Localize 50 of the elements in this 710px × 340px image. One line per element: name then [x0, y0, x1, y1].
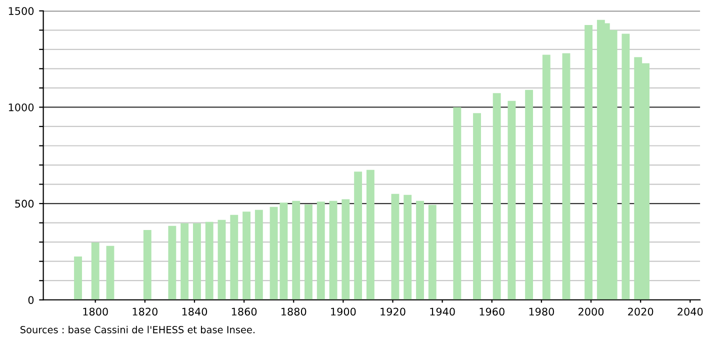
y-tick-label: 1000 [8, 103, 34, 112]
bar [542, 54, 550, 300]
bar [230, 214, 238, 300]
bar [492, 93, 501, 300]
x-tick-label: 1840 [182, 308, 208, 316]
bar [168, 226, 176, 300]
bar [292, 200, 300, 300]
y-tick-label: 1500 [8, 7, 34, 15]
bar [525, 90, 534, 300]
bar [342, 199, 350, 300]
bar [254, 210, 263, 300]
x-tick-label: 2040 [678, 308, 703, 316]
bar [316, 202, 325, 300]
x-tick-label: 1880 [282, 308, 306, 316]
bar [391, 194, 400, 300]
bar [143, 230, 152, 300]
bar [242, 212, 250, 300]
bar [91, 242, 100, 300]
bar [329, 200, 338, 300]
bar [205, 222, 214, 300]
x-tick-label: 1980 [529, 308, 554, 316]
bar [366, 170, 374, 300]
bar [416, 200, 424, 300]
bar [584, 24, 592, 300]
bar [562, 53, 570, 300]
source-note: Sources : base Cassini de l'EHESS et base Insee. [20, 326, 254, 334]
x-tick-label: 1860 [232, 308, 257, 316]
x-tick-label: 2020 [628, 308, 654, 316]
x-tick-label: 1960 [480, 308, 504, 316]
bar [428, 204, 436, 300]
bar [354, 172, 362, 300]
x-tick-label: 1900 [331, 308, 356, 316]
bar [404, 194, 412, 300]
bar [180, 223, 189, 300]
x-tick-label: 2000 [578, 308, 604, 316]
bar [193, 223, 201, 300]
bar [473, 113, 481, 300]
bar [622, 34, 630, 300]
y-tick-label: 500 [15, 200, 34, 208]
y-tick-label: 0 [28, 296, 34, 304]
bar [106, 246, 114, 300]
bar [304, 204, 312, 300]
x-tick-label: 1800 [83, 308, 108, 316]
bar [74, 256, 82, 300]
bar [453, 107, 462, 300]
bar [508, 100, 516, 300]
bar [218, 220, 226, 300]
x-tick-label: 1920 [380, 308, 406, 316]
x-tick-label: 1820 [132, 308, 158, 316]
x-tick-label: 1940 [430, 308, 455, 316]
